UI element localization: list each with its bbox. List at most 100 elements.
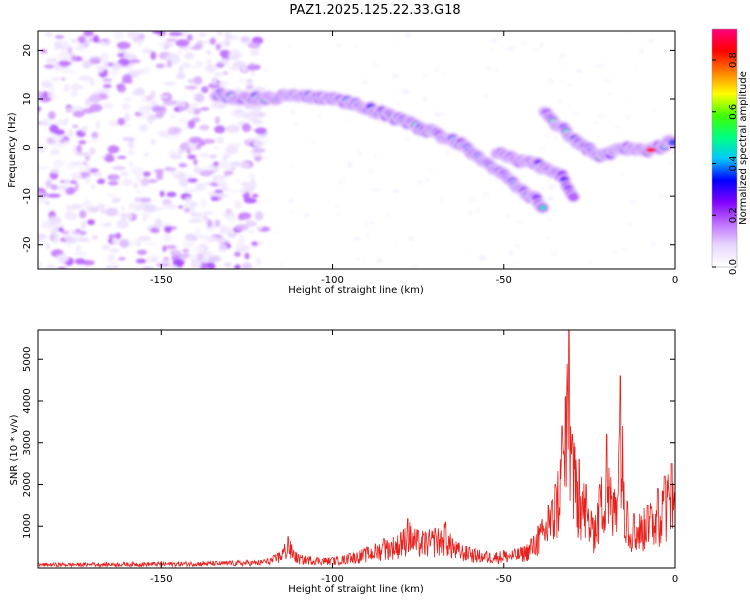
- spectrogram-noise-blob: [95, 120, 101, 129]
- spectrogram-noise-blob: [45, 32, 53, 37]
- spectrogram-noise-blob: [103, 69, 109, 75]
- spectrogram-noise-blob: [184, 233, 197, 241]
- spectrogram-noise-blob: [125, 211, 133, 221]
- spectrogram-background-speckle: [475, 207, 481, 214]
- spectrogram-noise-blob: [70, 54, 77, 62]
- spectrogram-background-speckle: [519, 39, 528, 46]
- spectrogram-noise-blob: [49, 124, 59, 134]
- spectrogram-noise-blob: [40, 49, 47, 54]
- snr-x-label: Height of straight line (km): [288, 584, 424, 595]
- spectrogram-noise-blob: [196, 144, 202, 149]
- spectrogram-background-speckle: [658, 193, 666, 199]
- spectrogram-background-speckle: [608, 92, 613, 95]
- spectrogram-background-speckle: [278, 263, 285, 267]
- spectrogram-background-speckle: [289, 109, 296, 115]
- spectrogram-background-speckle: [571, 111, 580, 118]
- spectrogram-noise-blob: [71, 83, 81, 91]
- spectrogram-noise-blob: [52, 77, 59, 81]
- spectrogram-noise-blob: [142, 171, 151, 177]
- spectrogram-noise-blob: [204, 235, 218, 243]
- spectrogram-noise-blob: [188, 254, 198, 260]
- spectrogram-noise-blob: [102, 60, 109, 70]
- spectrogram-noise-blob: [229, 49, 239, 55]
- spectrogram-noise-blob: [240, 181, 251, 187]
- spectrogram-noise-blob: [73, 252, 88, 256]
- spectrogram-noise-blob: [249, 178, 256, 185]
- spectrogram-noise-blob: [239, 188, 247, 195]
- spectrogram-background-speckle: [355, 257, 361, 260]
- spectrogram-background-speckle: [622, 31, 632, 34]
- spectrogram-noise-blob: [254, 211, 264, 221]
- spectrogram-noise-blob: [255, 257, 262, 266]
- spectrogram-noise-blob: [206, 219, 213, 228]
- spectrogram-noise-blob: [216, 31, 224, 37]
- spectrogram-noise-blob: [72, 125, 79, 128]
- spectrogram-noise-blob: [44, 64, 55, 69]
- spectrogram-background-speckle: [440, 197, 445, 204]
- x-tick-label: -150: [150, 574, 173, 585]
- spectrogram-noise-blob: [60, 230, 70, 235]
- spectrogram-noise-blob: [74, 152, 88, 156]
- spectrogram-noise-blob: [178, 177, 189, 186]
- spectrogram-noise-blob: [130, 167, 144, 175]
- spectrogram-noise-blob: [170, 249, 182, 257]
- spectrogram-noise-blob: [196, 61, 203, 67]
- spectrogram-noise-blob: [185, 200, 191, 206]
- spectrogram-noise-blob: [199, 264, 208, 269]
- spectrogram-noise-blob: [214, 189, 224, 193]
- colorbar: 0.0 0.2 0.4 0.6 0.8 Normalized spectral ampl…: [711, 28, 749, 275]
- spectrogram-noise-blob: [111, 197, 121, 204]
- spectrogram-noise-blob: [186, 34, 193, 41]
- spectrogram-background-speckle: [364, 221, 370, 226]
- spectrogram-noise-blob: [120, 205, 126, 212]
- spectrogram-noise-blob: [56, 253, 69, 263]
- spectrogram-background-speckle: [401, 89, 410, 95]
- spectrogram-noise-blob: [229, 35, 239, 40]
- spectrogram-noise-blob: [199, 124, 210, 131]
- spectrogram-noise-blob: [150, 227, 159, 233]
- spectrogram-noise-blob: [179, 256, 188, 260]
- spectrogram-noise-blob: [210, 195, 219, 202]
- spectrogram-noise-blob: [137, 236, 151, 242]
- spectrogram-noise-blob: [150, 138, 156, 145]
- spectrogram-noise-blob: [116, 41, 131, 50]
- spectrogram-noise-blob: [89, 58, 101, 65]
- spectrogram-noise-blob: [140, 197, 152, 203]
- x-tick-label: 0: [672, 574, 678, 585]
- spectrogram-background-speckle: [551, 250, 558, 257]
- spectrogram-noise-blob: [117, 48, 127, 53]
- spectrogram-background-speckle: [667, 162, 674, 165]
- spectrogram-background-speckle: [659, 133, 664, 138]
- snr-y-label: SNR (10 * v/v): [9, 414, 20, 485]
- spectrogram-noise-blob: [182, 248, 189, 253]
- spectrogram-noise-blob: [215, 63, 225, 68]
- spectrogram-background-speckle: [489, 47, 494, 51]
- spectrogram-background-speckle: [554, 135, 559, 141]
- spectrogram-noise-blob: [222, 71, 229, 75]
- spectrogram-background-speckle: [385, 213, 390, 218]
- spectrogram-background-speckle: [567, 104, 571, 109]
- spectrogram-noise-blob: [199, 152, 209, 158]
- spectrogram-noise-blob: [77, 35, 86, 44]
- spectrogram-noise-blob: [60, 50, 70, 59]
- y-tick-label: 1000: [22, 514, 33, 539]
- spectrogram-noise-blob: [83, 31, 94, 37]
- spectrogram-noise-blob: [78, 140, 87, 145]
- spectrogram-noise-blob: [202, 40, 210, 44]
- spectrogram-noise-blob: [251, 241, 258, 246]
- spectrogram-background-speckle: [546, 196, 555, 201]
- spectrogram-noise-blob: [55, 118, 68, 126]
- spectrogram-noise-blob: [45, 242, 50, 250]
- spectrogram-noise-blob: [181, 62, 191, 69]
- spectrogram-noise-blob: [149, 255, 161, 259]
- spectrogram-noise-blob: [69, 180, 77, 184]
- spectrogram-background-speckle: [392, 188, 401, 193]
- spectrogram-noise-blob: [48, 215, 62, 225]
- spectrogram-noise-blob: [64, 117, 70, 122]
- spectrogram-noise-blob: [74, 258, 86, 265]
- spectrogram-noise-blob: [126, 31, 140, 39]
- spectrogram-noise-blob: [214, 219, 221, 228]
- spectrogram-noise-blob: [92, 35, 100, 43]
- spectrogram-noise-blob: [251, 193, 259, 198]
